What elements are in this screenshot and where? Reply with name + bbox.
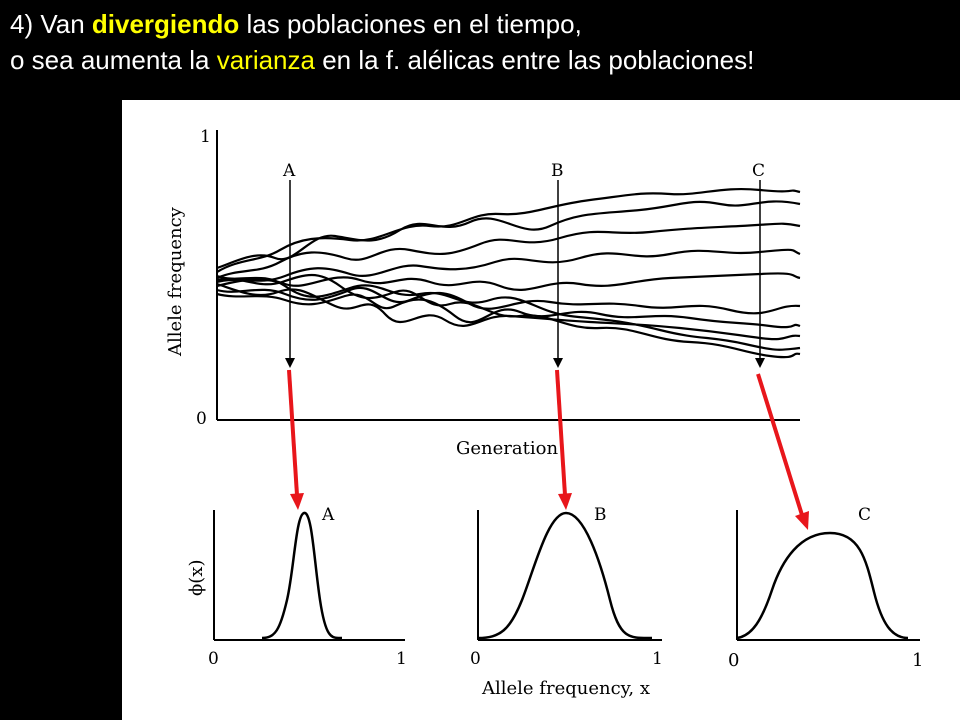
red-arrow-line-b: [555, 369, 567, 496]
marker-label-c: C: [752, 161, 765, 181]
y-tick-max: 1: [200, 127, 211, 147]
trajectory: [216, 222, 801, 280]
panel-tick-max: 1: [912, 650, 923, 671]
down-arrow-icon: [285, 358, 295, 368]
trajectory: [216, 292, 801, 329]
distribution-curve-b: [477, 511, 653, 640]
heading-text: las poblaciones en el tiempo,: [239, 9, 582, 39]
red-arrows: [287, 369, 809, 530]
highlight-varianza: varianza: [216, 45, 315, 75]
phi-axis-label: ϕ(x): [186, 560, 207, 596]
panel-tick-min: 0: [470, 649, 481, 669]
panel-tick-min: 0: [728, 650, 739, 671]
distribution-panel-a: A 0 1: [208, 505, 407, 669]
down-arrow-icon: [553, 358, 563, 368]
sample-marker-c: C: [752, 161, 765, 368]
heading-line-2: o sea aumenta la varianza en la f. aléli…: [10, 42, 950, 78]
red-arrow-line-c: [756, 373, 804, 516]
marker-label-a: A: [282, 161, 296, 181]
slide-heading: 4) Van divergiendo las poblaciones en el…: [10, 6, 950, 78]
distribution-panel-c: C 0 1: [728, 505, 923, 671]
heading-text: 4) Van: [10, 9, 92, 39]
red-arrow-line-a: [287, 369, 299, 496]
distribution-curve-c: [736, 531, 909, 640]
distribution-panel-b: B 0 1: [470, 505, 663, 669]
distribution-curve-a: [261, 511, 343, 640]
red-arrowhead-icon: [558, 493, 572, 510]
allele-trajectories: [216, 187, 801, 359]
trajectory: [216, 274, 801, 351]
marker-label-b: B: [551, 161, 564, 181]
red-arrowhead-icon: [795, 511, 809, 530]
panel-tick-min: 0: [208, 649, 219, 669]
red-arrowhead-icon: [290, 493, 304, 510]
top-plot: 1 0 Allele frequency Generation A B: [165, 127, 801, 459]
drift-figure: [122, 100, 960, 720]
heading-line-1: 4) Van divergiendo las poblaciones en el…: [10, 6, 950, 42]
trajectory: [216, 282, 801, 341]
trajectory: [216, 272, 801, 291]
panel-tick-max: 1: [396, 649, 407, 669]
heading-text: en la f. alélicas entre las poblaciones!: [314, 45, 755, 75]
y-tick-min: 0: [196, 409, 207, 429]
heading-text: o sea aumenta la: [10, 45, 217, 75]
bottom-x-axis-label: Allele frequency, x: [481, 678, 650, 699]
trajectory: [216, 200, 801, 270]
highlight-divergiendo: divergiendo: [91, 9, 240, 39]
panel-label-c: C: [858, 505, 871, 525]
x-axis-label: Generation: [456, 438, 558, 459]
sample-marker-b: B: [551, 161, 564, 368]
sample-marker-a: A: [282, 161, 296, 368]
trajectory: [216, 187, 801, 273]
y-axis-label: Allele frequency: [165, 206, 186, 357]
trajectory: [216, 248, 801, 284]
panel-label-b: B: [594, 505, 607, 525]
panel-label-a: A: [321, 505, 335, 525]
down-arrow-icon: [755, 358, 765, 368]
panel-tick-max: 1: [652, 649, 663, 669]
trajectory: [216, 274, 801, 359]
